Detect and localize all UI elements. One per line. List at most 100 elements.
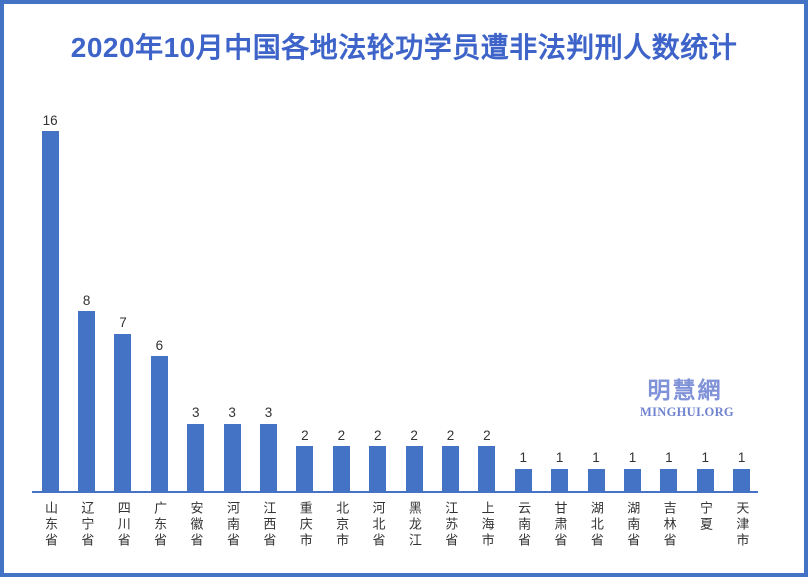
category-label-column: 宁夏 bbox=[687, 501, 723, 549]
bar bbox=[332, 446, 350, 491]
bar bbox=[478, 446, 496, 491]
category-label: 江西省 bbox=[261, 501, 277, 549]
bar bbox=[114, 333, 132, 491]
bar-column: 2 bbox=[432, 427, 468, 491]
category-label-column: 黑龙江 bbox=[396, 501, 432, 549]
category-label-column: 天津市 bbox=[723, 501, 759, 549]
category-label-column: 广东省 bbox=[141, 501, 177, 549]
bar-column: 1 bbox=[505, 451, 541, 491]
bar bbox=[587, 468, 605, 491]
category-label-column: 安徽省 bbox=[178, 501, 214, 549]
bar-value-label: 2 bbox=[373, 427, 382, 443]
category-label: 山东省 bbox=[42, 501, 58, 549]
chart-title: 2020年10月中国各地法轮功学员遭非法判刑人数统计 bbox=[70, 32, 738, 63]
category-label: 甘肃省 bbox=[552, 501, 568, 549]
bar bbox=[78, 311, 96, 491]
bar-value-label: 6 bbox=[155, 337, 164, 353]
bar-column: 1 bbox=[614, 451, 650, 491]
category-label-column: 北京市 bbox=[323, 501, 359, 549]
bar-chart-plot-area: 16 8 7 6 3 3 3 2 2 2 2 2 2 1 1 1 1 1 1 1 bbox=[32, 109, 760, 491]
minghui-watermark: 明慧網 MINGHUI.ORG bbox=[640, 377, 734, 420]
category-label-column: 辽宁省 bbox=[68, 501, 104, 549]
bar bbox=[296, 446, 314, 491]
category-label-column: 江西省 bbox=[250, 501, 286, 549]
category-label-column: 河北省 bbox=[360, 501, 396, 549]
bar-column: 3 bbox=[250, 406, 286, 491]
bar-column: 3 bbox=[178, 406, 214, 491]
category-label: 重庆市 bbox=[297, 501, 313, 549]
category-label: 辽宁省 bbox=[79, 501, 95, 549]
bar bbox=[41, 131, 59, 491]
bar bbox=[696, 468, 714, 491]
category-label: 河南省 bbox=[224, 501, 240, 549]
category-label-column: 湖南省 bbox=[614, 501, 650, 549]
bar-value-label: 3 bbox=[192, 405, 200, 420]
bar-column: 1 bbox=[578, 451, 614, 491]
bar-value-label: 3 bbox=[264, 405, 273, 420]
category-label-column: 河南省 bbox=[214, 501, 250, 549]
category-label: 北京市 bbox=[334, 501, 350, 549]
category-label: 吉林省 bbox=[661, 501, 677, 549]
category-label-column: 甘肃省 bbox=[541, 501, 577, 549]
bar bbox=[660, 468, 678, 491]
bar bbox=[260, 423, 278, 491]
bar-column: 16 bbox=[32, 112, 68, 491]
category-label: 四川省 bbox=[115, 501, 131, 549]
bar-column: 8 bbox=[68, 292, 104, 491]
bar-value-label: 1 bbox=[519, 450, 528, 465]
bar bbox=[223, 423, 241, 491]
bar bbox=[441, 446, 459, 491]
category-label: 宁夏 bbox=[698, 501, 714, 533]
bar bbox=[150, 356, 168, 491]
bar-value-label: 2 bbox=[410, 427, 418, 443]
category-label: 黑龙江 bbox=[406, 501, 422, 549]
bar-value-label: 2 bbox=[337, 427, 346, 443]
category-label-column: 重庆市 bbox=[287, 501, 323, 549]
bar bbox=[551, 468, 569, 491]
bar-column: 1 bbox=[651, 451, 687, 491]
category-label: 广东省 bbox=[152, 501, 168, 549]
category-label-column: 江苏省 bbox=[432, 501, 468, 549]
bar-column: 2 bbox=[469, 427, 505, 491]
category-label: 河北省 bbox=[370, 501, 386, 549]
bar-value-label: 1 bbox=[592, 450, 600, 465]
bar-value-label: 16 bbox=[42, 112, 58, 128]
bar-column: 1 bbox=[541, 451, 577, 491]
bar-value-label: 1 bbox=[701, 450, 709, 465]
category-label: 天津市 bbox=[734, 501, 750, 549]
bar-value-label: 3 bbox=[228, 405, 236, 420]
bar-column: 7 bbox=[105, 316, 141, 491]
watermark-chinese-text: 明慧網 bbox=[647, 377, 723, 403]
category-label-column: 湖北省 bbox=[578, 501, 614, 549]
bar-column: 3 bbox=[214, 406, 250, 491]
category-label-column: 上海市 bbox=[469, 501, 505, 549]
bar-value-label: 1 bbox=[555, 450, 564, 465]
watermark-english-text: MINGHUI.ORG bbox=[640, 405, 734, 420]
bar bbox=[623, 468, 641, 491]
bar-column: 1 bbox=[687, 451, 723, 491]
bar-value-label: 2 bbox=[301, 427, 309, 443]
category-label: 江苏省 bbox=[443, 501, 459, 549]
bar bbox=[733, 468, 751, 491]
bar-column: 2 bbox=[323, 427, 359, 491]
bar-column: 1 bbox=[723, 451, 759, 491]
bar bbox=[369, 446, 387, 491]
bar-column: 6 bbox=[141, 337, 177, 491]
category-label-column: 吉林省 bbox=[651, 501, 687, 549]
bar-value-label: 2 bbox=[483, 427, 491, 443]
bar-column: 2 bbox=[287, 427, 323, 491]
bar-value-label: 1 bbox=[737, 450, 746, 465]
bar-column: 2 bbox=[360, 427, 396, 491]
bar-column: 2 bbox=[396, 427, 432, 491]
bar-value-label: 7 bbox=[119, 315, 127, 330]
bar-value-label: 2 bbox=[446, 427, 455, 443]
bar bbox=[405, 446, 423, 491]
category-label-column: 云南省 bbox=[505, 501, 541, 549]
bar-value-label: 1 bbox=[665, 450, 673, 465]
category-label: 安徽省 bbox=[188, 501, 204, 549]
category-label-column: 山东省 bbox=[32, 501, 68, 549]
category-label: 云南省 bbox=[516, 501, 532, 549]
bar-value-label: 8 bbox=[82, 292, 91, 308]
x-axis-line bbox=[32, 491, 758, 493]
